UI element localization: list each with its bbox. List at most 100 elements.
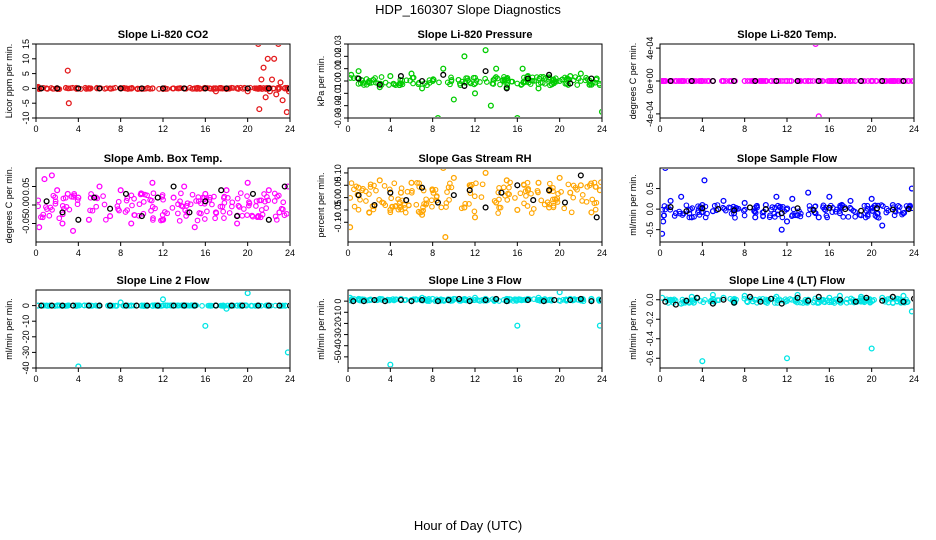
data-point-cloud: [240, 206, 247, 212]
data-point-cloud: [421, 201, 427, 207]
data-point-selected: [223, 85, 230, 92]
data-point-selected: [212, 302, 219, 309]
data-point: [699, 201, 706, 209]
data-point-cloud: [579, 191, 586, 198]
data-point-selected: [482, 68, 489, 75]
data-point: [847, 77, 854, 85]
data-point-selected: [805, 297, 812, 304]
data-point-selected: [699, 205, 706, 212]
data-point-cloud: [284, 86, 289, 92]
data-point-selected: [815, 293, 822, 300]
data-point-cloud: [43, 204, 49, 210]
data-point-cloud: [280, 199, 287, 206]
data-point: [64, 67, 71, 74]
data-point: [117, 299, 124, 306]
data-point-cloud: [524, 179, 531, 186]
data-point: [662, 169, 669, 172]
data-point-cloud: [252, 303, 259, 309]
data-point: [277, 79, 284, 86]
data-point-selected: [38, 85, 45, 92]
data-point: [868, 195, 875, 202]
data-point: [879, 222, 886, 229]
data-point-cloud: [448, 77, 455, 83]
plot-frame: [35, 43, 291, 119]
y-tick-label: 0.0: [645, 293, 655, 306]
data-point-cloud: [592, 206, 599, 213]
data-point-cloud: [806, 203, 813, 209]
data-point-cloud: [788, 296, 795, 303]
x-tick-label: 16: [512, 124, 522, 134]
data-point: [279, 97, 286, 104]
data-point-cloud: [883, 209, 890, 216]
data-point: [567, 189, 574, 196]
x-tick-label: 24: [597, 124, 607, 134]
data-point-selected: [234, 213, 241, 220]
data-point-cloud: [874, 214, 880, 220]
data-point: [567, 73, 574, 80]
data-point-cloud: [574, 82, 581, 88]
data-point-selected: [524, 75, 531, 82]
data-point-cloud: [861, 78, 868, 84]
data-point-cloud: [878, 202, 885, 208]
data-point-cloud: [217, 203, 224, 210]
data-point-cloud: [219, 303, 226, 309]
data-point: [366, 209, 373, 216]
data-point: [59, 220, 66, 227]
data-point-selected: [355, 75, 362, 82]
data-point-cloud: [187, 201, 194, 208]
data-point: [661, 294, 666, 301]
y-tick-label: 0.03: [333, 35, 343, 53]
data-point-selected: [244, 85, 251, 92]
data-point-cloud: [221, 199, 228, 206]
data-point: [170, 85, 177, 92]
data-point-cloud: [123, 197, 130, 204]
data-point: [355, 68, 362, 75]
data-point-selected: [96, 302, 103, 309]
data-point: [429, 77, 436, 85]
y-tick-label: 5: [21, 71, 31, 76]
data-point-selected: [54, 85, 61, 92]
data-point-selected: [879, 297, 886, 304]
data-point: [149, 85, 156, 92]
data-point: [159, 296, 167, 303]
data-point-selected: [107, 302, 114, 309]
x-tick-label: 16: [200, 374, 210, 384]
data-point-selected: [403, 197, 410, 204]
data-point-cloud: [467, 190, 474, 196]
data-point-cloud: [239, 212, 246, 219]
data-point: [546, 204, 553, 211]
data-point: [256, 106, 263, 113]
data-point-selected: [498, 189, 505, 196]
y-tick-label: 0.00: [333, 189, 343, 207]
data-point-cloud: [443, 204, 449, 210]
data-point-cloud: [211, 193, 217, 200]
y-tick-label: -0.03: [333, 108, 343, 129]
data-point-cloud: [349, 195, 354, 201]
data-point-cloud: [740, 207, 747, 214]
data-point-selected: [117, 85, 124, 92]
data-point-selected: [482, 204, 489, 211]
data-point-selected: [688, 77, 695, 85]
data-point-cloud: [496, 185, 502, 191]
data-point-selected: [577, 295, 584, 302]
data-point-cloud: [807, 206, 813, 213]
data-point: [397, 80, 404, 87]
data-point-cloud: [226, 85, 233, 92]
data-point-cloud: [582, 77, 589, 84]
data-point-cloud: [150, 215, 156, 221]
data-point-cloud: [554, 199, 561, 205]
data-point-selected: [662, 298, 669, 305]
data-point-cloud: [530, 206, 537, 212]
data-point: [661, 218, 667, 225]
data-point-selected: [371, 296, 378, 304]
data-point: [419, 294, 426, 301]
data-point-selected: [170, 183, 177, 190]
data-point-cloud: [229, 203, 235, 210]
data-point-selected: [715, 206, 722, 213]
x-tick-label: 4: [700, 248, 705, 258]
data-point-cloud: [237, 190, 244, 196]
data-point: [667, 296, 674, 303]
data-point: [752, 214, 759, 221]
data-point-cloud: [169, 205, 176, 211]
